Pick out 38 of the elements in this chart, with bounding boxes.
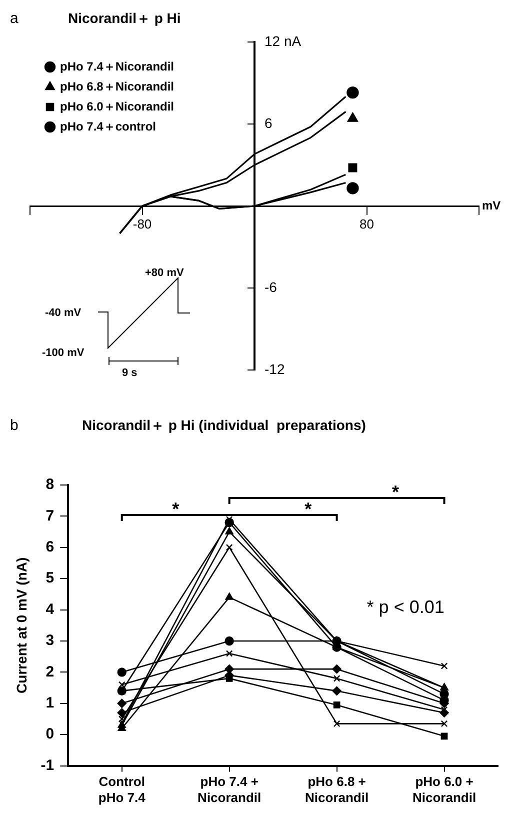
y-tick-label: 4	[46, 600, 55, 618]
x-tick-label: 80	[360, 216, 374, 232]
annotation: *	[392, 482, 400, 502]
x-axis-title: mV	[482, 198, 501, 212]
annotation: -40 mV	[45, 307, 82, 319]
y-tick-label: 8	[46, 476, 54, 494]
legend-label: pHo 7.4＋control	[60, 119, 156, 134]
y-tick-label: -1	[40, 756, 54, 774]
chart-title: Nicorandil＋ p Hi (individual preparations)	[82, 417, 366, 435]
x-tick-label: -80	[132, 216, 152, 232]
y-tick-label: 1	[46, 694, 54, 712]
annotation: *	[304, 499, 312, 519]
x-tick-label: Control pHo 7.4	[98, 774, 146, 805]
text: a	[10, 10, 18, 27]
annotation: *	[172, 499, 180, 519]
y-tick-label: -12	[264, 360, 285, 377]
y-tick-label: 12 nA	[264, 32, 302, 49]
legend-label: pHo 6.0＋Nicorandil	[60, 99, 174, 114]
x-tick-label: pHo 6.0 + Nicorandil	[412, 774, 476, 805]
annotation: -100 mV	[42, 347, 85, 359]
y-tick-label: 6	[264, 114, 272, 131]
y-tick-label: 6	[46, 538, 54, 556]
y-tick-label: 0	[46, 726, 54, 743]
x-tick-label: pHo 6.8 + Nicorandil	[305, 774, 369, 805]
annotation: 9 s	[122, 367, 138, 379]
y-tick-label: 7	[46, 507, 54, 524]
annotation: +80 mV	[145, 267, 184, 279]
y-tick-label: 3	[46, 632, 54, 650]
annotation: * p < 0.01	[366, 596, 444, 617]
y-tick-label: 5	[46, 570, 54, 587]
y-tick-label: 2	[46, 663, 54, 680]
y-tick-label: -6	[264, 278, 278, 295]
text: b	[10, 417, 18, 434]
legend-label: pHo 6.8＋Nicorandil	[60, 79, 174, 94]
chart-title: Nicorandil＋ p Hi	[68, 10, 181, 28]
y-axis-title: Current at 0 mV (nA)	[13, 557, 30, 694]
legend-label: pHo 7.4＋Nicorandil	[60, 59, 174, 74]
x-tick-label: pHo 7.4 + Nicorandil	[198, 774, 262, 805]
